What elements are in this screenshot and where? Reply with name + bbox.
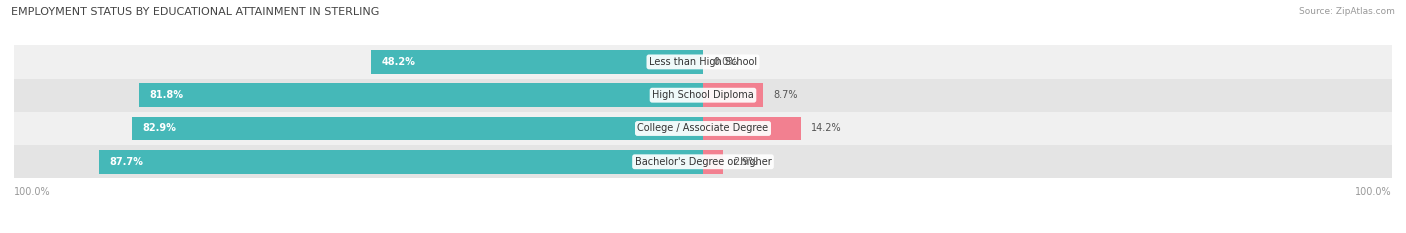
Text: 100.0%: 100.0% [14,187,51,197]
Text: Bachelor's Degree or higher: Bachelor's Degree or higher [634,157,772,167]
Bar [14,45,1392,79]
Text: 8.7%: 8.7% [773,90,797,100]
Bar [703,116,801,140]
Bar [14,145,1392,178]
Bar [14,112,1392,145]
Bar [703,83,763,107]
Text: Source: ZipAtlas.com: Source: ZipAtlas.com [1299,7,1395,16]
Bar [703,150,723,174]
Text: High School Diploma: High School Diploma [652,90,754,100]
Bar [371,50,703,74]
Text: College / Associate Degree: College / Associate Degree [637,123,769,134]
Text: 82.9%: 82.9% [142,123,176,134]
Text: EMPLOYMENT STATUS BY EDUCATIONAL ATTAINMENT IN STERLING: EMPLOYMENT STATUS BY EDUCATIONAL ATTAINM… [11,7,380,17]
Text: 48.2%: 48.2% [381,57,415,67]
Bar [14,79,1392,112]
Text: 0.0%: 0.0% [713,57,738,67]
Text: 81.8%: 81.8% [150,90,184,100]
Text: 2.9%: 2.9% [734,157,758,167]
Text: 100.0%: 100.0% [1355,187,1392,197]
Bar [139,83,703,107]
Text: 87.7%: 87.7% [110,157,143,167]
Text: 14.2%: 14.2% [811,123,842,134]
Bar [98,150,703,174]
Text: Less than High School: Less than High School [650,57,756,67]
Bar [132,116,703,140]
